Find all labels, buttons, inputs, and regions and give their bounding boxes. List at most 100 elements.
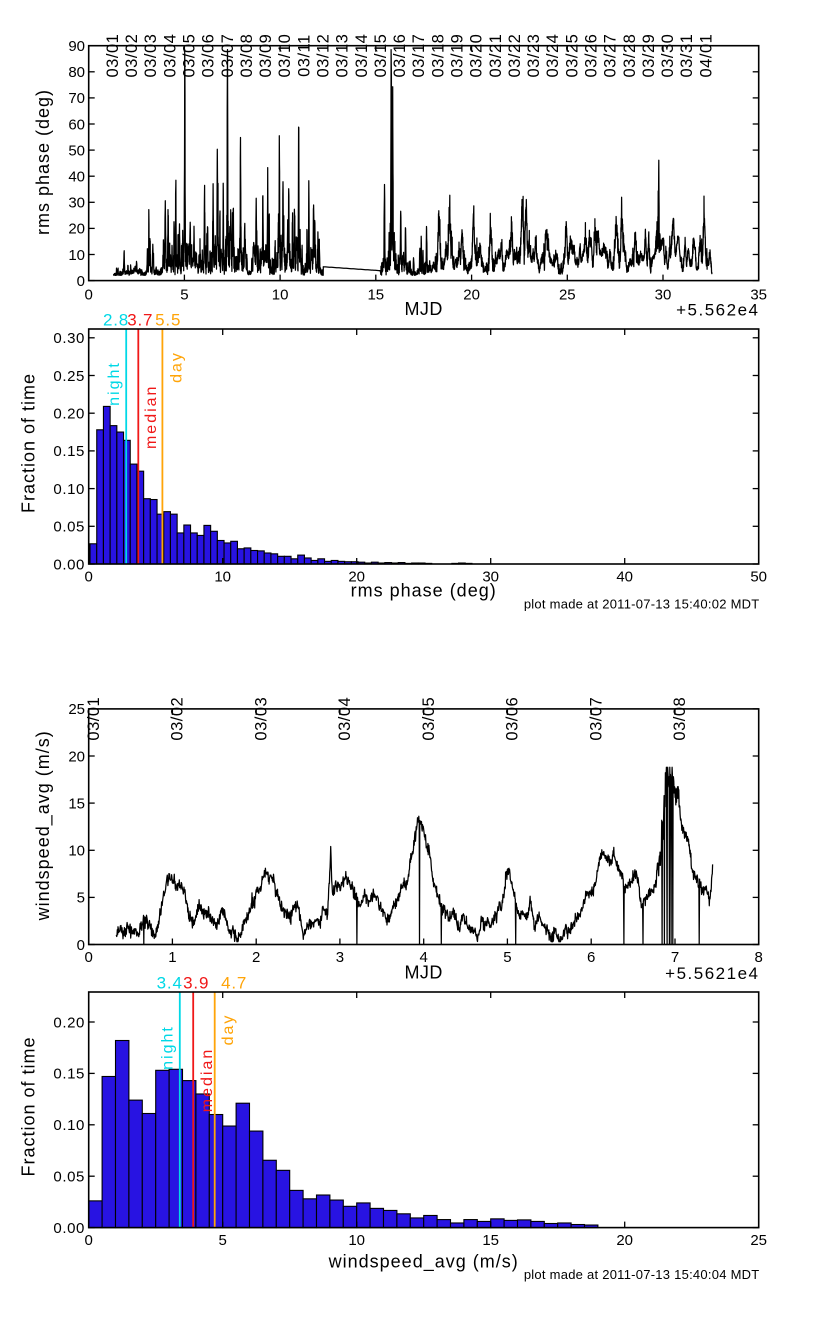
svg-text:20: 20 (68, 748, 85, 765)
svg-text:03/01: 03/01 (104, 34, 122, 78)
svg-text:6: 6 (587, 949, 595, 966)
svg-text:3.4: 3.4 (157, 974, 183, 993)
svg-text:03/02: 03/02 (169, 697, 187, 741)
svg-text:80: 80 (68, 64, 85, 81)
svg-text:25: 25 (559, 286, 576, 303)
svg-text:5: 5 (180, 286, 188, 303)
svg-text:day: day (169, 351, 186, 383)
svg-text:median: median (199, 1048, 216, 1112)
svg-text:03/25: 03/25 (563, 34, 581, 78)
svg-text:03/08: 03/08 (671, 697, 689, 741)
svg-text:20: 20 (348, 568, 365, 585)
svg-text:rms phase (deg): rms phase (deg) (33, 89, 53, 235)
svg-text:03/30: 03/30 (659, 34, 677, 78)
svg-text:plot made at 2011-07-13 15:40:: plot made at 2011-07-13 15:40:04 MDT (524, 1267, 760, 1282)
svg-text:windspeed_avg (m/s): windspeed_avg (m/s) (33, 730, 54, 921)
svg-text:windspeed_avg (m/s): windspeed_avg (m/s) (328, 1252, 519, 1273)
svg-text:25: 25 (68, 701, 85, 718)
svg-text:03/05: 03/05 (181, 34, 199, 78)
svg-text:03/28: 03/28 (621, 34, 639, 78)
svg-text:03/01: 03/01 (85, 697, 103, 741)
svg-text:15: 15 (68, 795, 85, 812)
svg-text:03/23: 03/23 (525, 34, 543, 78)
svg-text:10: 10 (214, 568, 231, 585)
svg-text:03/31: 03/31 (678, 34, 696, 78)
svg-text:03/04: 03/04 (336, 697, 354, 741)
svg-text:03/20: 03/20 (468, 34, 486, 78)
svg-text:day: day (220, 1014, 237, 1046)
svg-text:03/06: 03/06 (504, 697, 522, 741)
svg-text:03/13: 03/13 (334, 34, 352, 78)
svg-text:rms phase (deg): rms phase (deg) (351, 581, 497, 601)
svg-text:Fraction of time: Fraction of time (18, 1036, 38, 1176)
svg-text:04/01: 04/01 (697, 34, 715, 78)
svg-text:2: 2 (252, 949, 260, 966)
svg-text:MJD: MJD (404, 299, 443, 319)
svg-text:15: 15 (367, 286, 384, 303)
svg-text:0: 0 (77, 273, 85, 290)
svg-text:10: 10 (272, 286, 289, 303)
svg-text:0.30: 0.30 (53, 330, 85, 347)
svg-text:0.20: 0.20 (53, 406, 85, 423)
svg-text:03/10: 03/10 (276, 34, 294, 78)
svg-text:15: 15 (482, 1232, 499, 1249)
svg-text:03/03: 03/03 (252, 697, 270, 741)
svg-text:0.00: 0.00 (53, 1220, 85, 1237)
svg-text:03/05: 03/05 (420, 697, 438, 741)
svg-text:30: 30 (68, 195, 85, 212)
svg-text:2.8: 2.8 (103, 310, 129, 329)
svg-text:03/02: 03/02 (123, 34, 141, 78)
svg-text:35: 35 (750, 286, 767, 303)
svg-text:0: 0 (77, 937, 85, 954)
svg-text:5: 5 (77, 890, 85, 907)
svg-text:03/22: 03/22 (506, 34, 524, 78)
svg-text:03/16: 03/16 (391, 34, 409, 78)
svg-text:20: 20 (68, 221, 85, 238)
svg-text:0: 0 (85, 949, 93, 966)
svg-text:5: 5 (503, 949, 511, 966)
svg-text:10: 10 (68, 247, 85, 264)
svg-text:10: 10 (348, 1232, 365, 1249)
svg-text:5: 5 (219, 1232, 227, 1249)
svg-text:+5.562e4: +5.562e4 (676, 300, 759, 319)
svg-text:25: 25 (750, 1232, 767, 1249)
svg-text:03/09: 03/09 (257, 34, 275, 78)
svg-text:60: 60 (68, 116, 85, 133)
svg-text:7: 7 (671, 949, 679, 966)
svg-text:03/26: 03/26 (583, 34, 601, 78)
svg-text:+5.5621e4: +5.5621e4 (665, 964, 759, 983)
svg-text:03/15: 03/15 (372, 34, 390, 78)
svg-text:03/08: 03/08 (238, 34, 256, 78)
svg-text:plot made at 2011-07-13 15:40:: plot made at 2011-07-13 15:40:02 MDT (524, 597, 760, 612)
svg-text:20: 20 (463, 286, 480, 303)
svg-text:night: night (160, 1025, 177, 1070)
svg-text:0: 0 (85, 568, 93, 585)
svg-text:10: 10 (68, 843, 85, 860)
svg-text:median: median (143, 385, 160, 449)
svg-text:30: 30 (482, 568, 499, 585)
svg-text:03/12: 03/12 (315, 34, 333, 78)
svg-text:03/19: 03/19 (449, 34, 467, 78)
svg-text:50: 50 (68, 142, 85, 159)
svg-text:40: 40 (616, 568, 633, 585)
svg-text:03/24: 03/24 (544, 34, 562, 78)
svg-text:90: 90 (68, 38, 85, 55)
svg-text:0.05: 0.05 (53, 519, 85, 536)
svg-text:03/03: 03/03 (142, 34, 160, 78)
svg-text:night: night (106, 361, 123, 406)
svg-text:1: 1 (168, 949, 176, 966)
svg-text:20: 20 (616, 1232, 633, 1249)
svg-text:4: 4 (420, 949, 428, 966)
svg-text:30: 30 (655, 286, 672, 303)
svg-text:03/29: 03/29 (640, 34, 658, 78)
svg-text:0.05: 0.05 (53, 1169, 85, 1186)
svg-text:0.15: 0.15 (53, 443, 85, 460)
svg-text:0.20: 0.20 (53, 1014, 85, 1031)
svg-text:03/06: 03/06 (200, 34, 218, 78)
svg-text:MJD: MJD (404, 962, 443, 982)
svg-text:3: 3 (336, 949, 344, 966)
svg-text:03/11: 03/11 (295, 34, 313, 77)
svg-text:0: 0 (85, 286, 93, 303)
svg-text:Fraction of time: Fraction of time (18, 373, 38, 513)
svg-text:3.9: 3.9 (183, 974, 209, 993)
